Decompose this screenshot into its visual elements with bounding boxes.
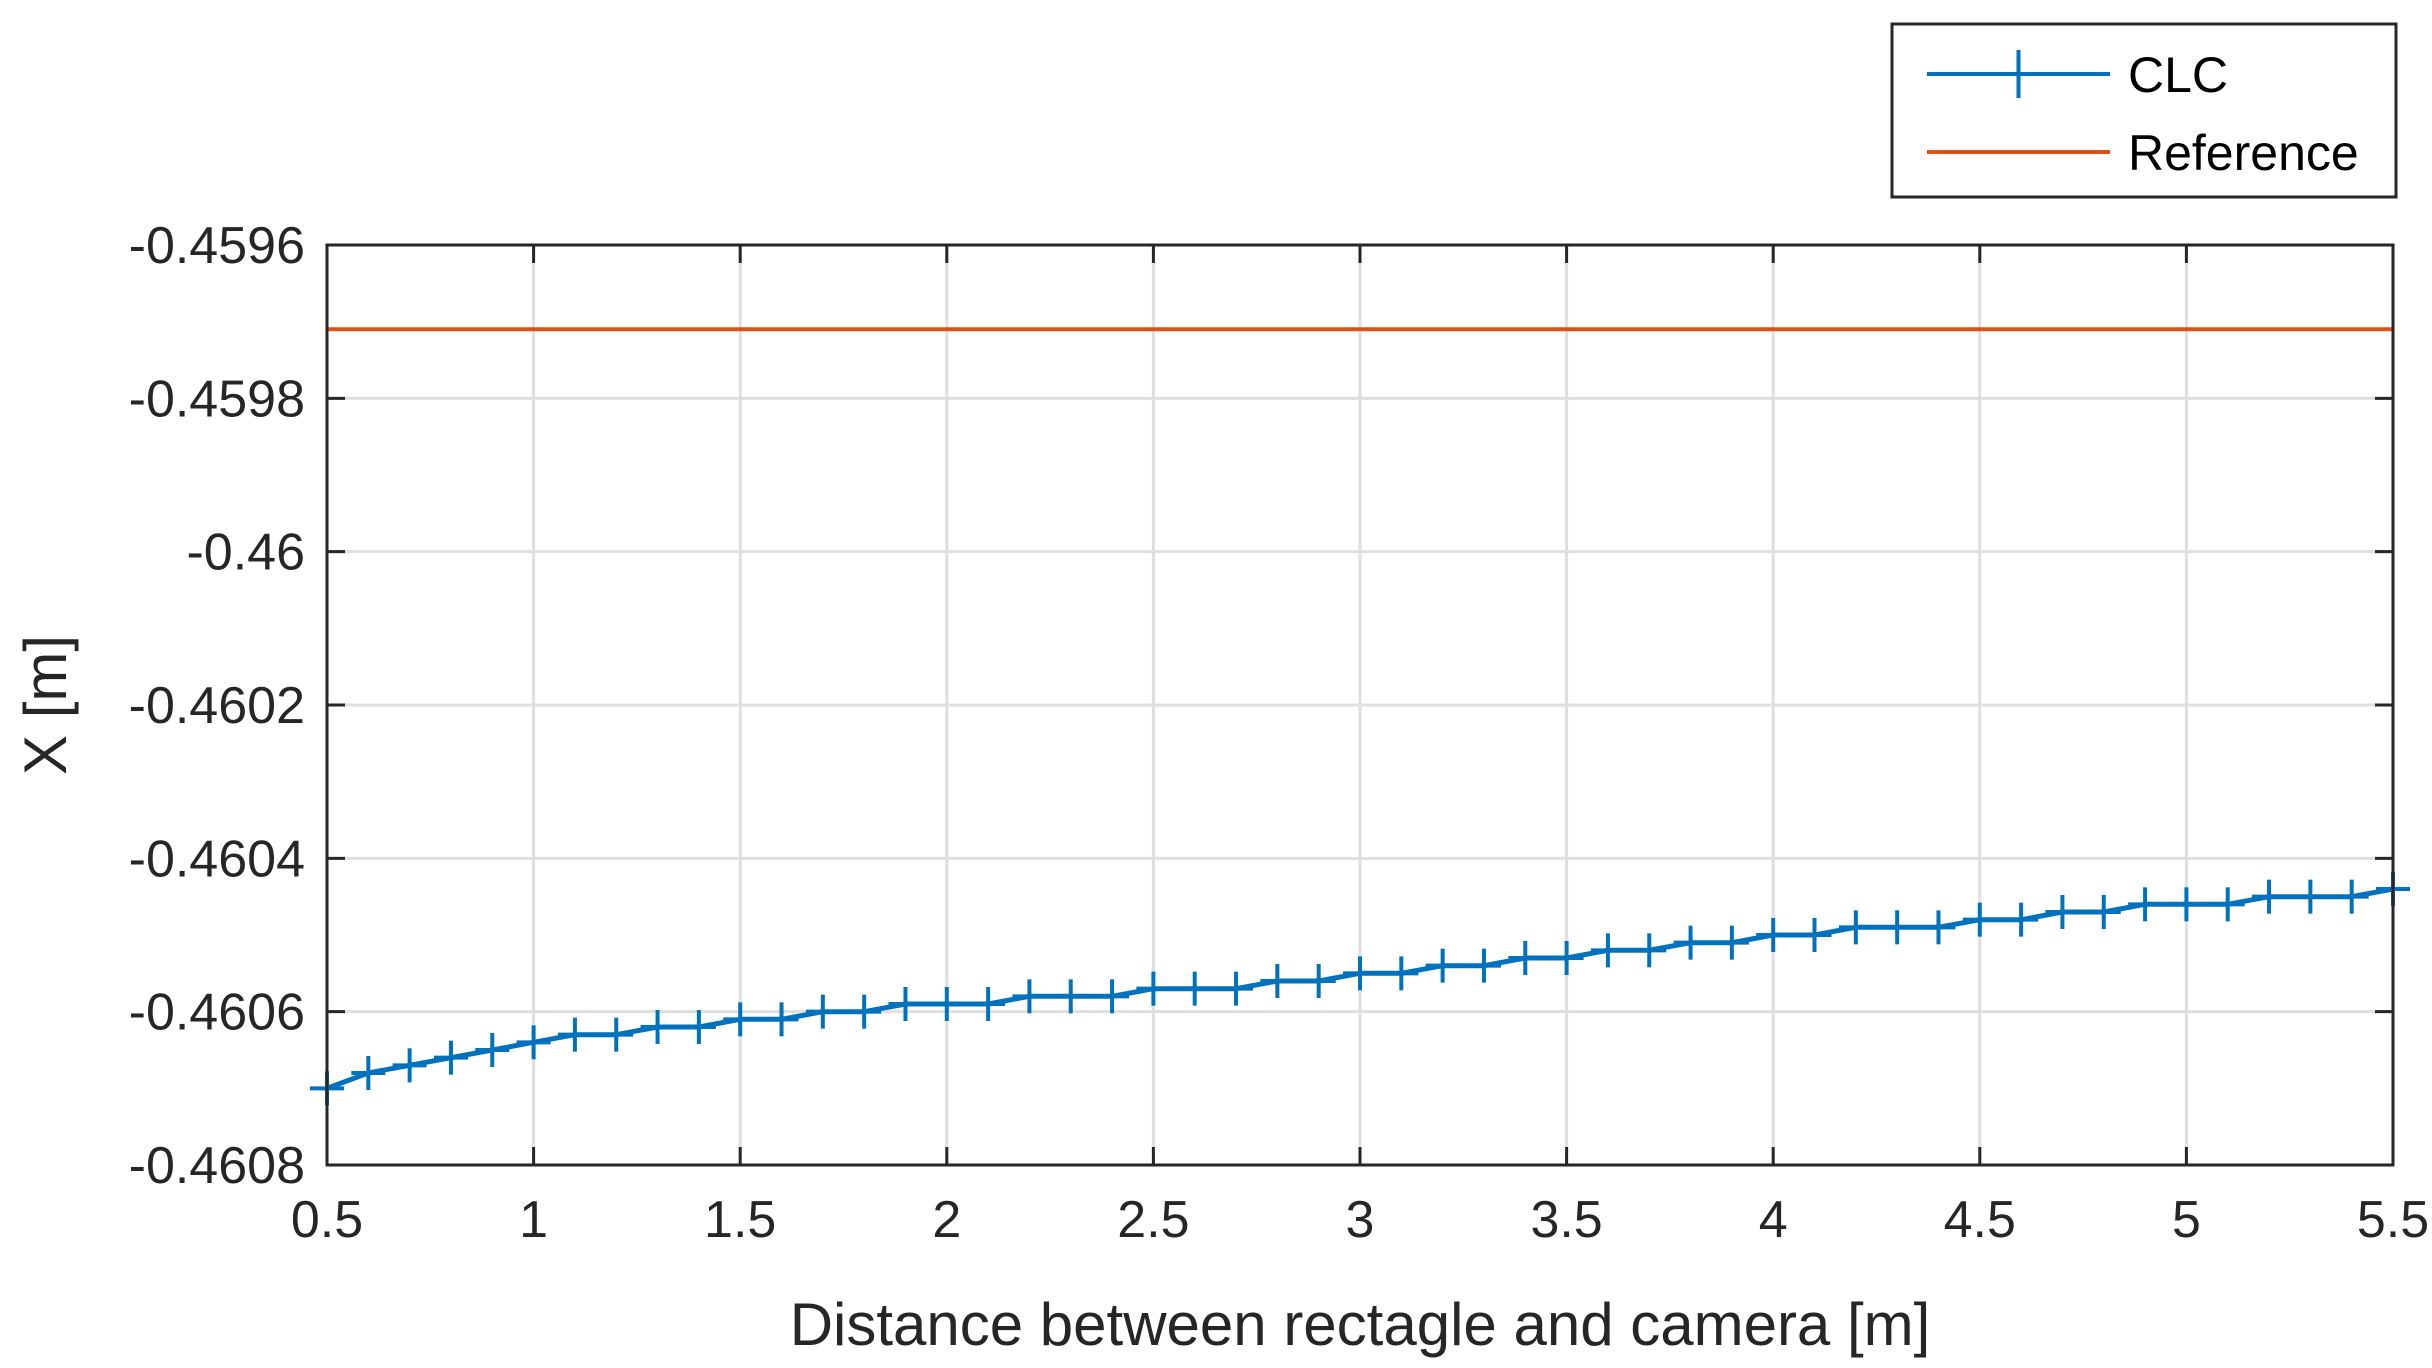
data-point-clc: [433, 1040, 468, 1075]
data-point-clc: [1012, 979, 1047, 1014]
data-point-clc: [351, 1056, 386, 1090]
y-tick-label: -0.4608: [129, 1137, 305, 1195]
data-point-clc: [805, 994, 840, 1029]
x-tick-label: 5: [2172, 1191, 2201, 1249]
data-point-clc: [2169, 887, 2204, 922]
data-point-clc: [1714, 925, 1749, 960]
data-point-clc: [2004, 902, 2039, 937]
x-tick-label: 1: [519, 1191, 548, 1249]
data-point-clc: [1797, 918, 1832, 952]
data-point-clc: [2086, 895, 2121, 929]
data-point-clc: [599, 1017, 634, 1052]
legend: CLC Reference: [1890, 22, 2398, 199]
data-point-clc: [640, 1010, 675, 1044]
x-axis-title: Distance between rectagle and camera [m]: [790, 1291, 1931, 1358]
data-point-clc: [1136, 971, 1171, 1006]
data-point-clc: [1260, 964, 1295, 998]
x-tick-label: 2.5: [1117, 1191, 1189, 1249]
data-point-clc: [1673, 925, 1708, 960]
y-tick-label: -0.4606: [129, 984, 305, 1042]
x-tick-label: 4.5: [1944, 1191, 2016, 1249]
y-tick-label: -0.4604: [129, 830, 305, 888]
y-tick-label: -0.4596: [129, 217, 305, 275]
data-point-clc: [1962, 902, 1997, 937]
data-point-clc: [1921, 910, 1956, 945]
y-tick-label: -0.4602: [129, 677, 305, 735]
tick-labels: 0.5 1 1.5 2 2.5 3 3.5 4 4.5 5 5.5 -0.4596 -0.4598 -0.…: [129, 217, 2430, 1249]
x-tick-label: 0.5: [291, 1191, 363, 1249]
data-point-clc: [2128, 887, 2163, 922]
data-point-clc: [516, 1025, 551, 1060]
data-point-clc: [971, 987, 1006, 1021]
data-point-clc: [1549, 941, 1584, 975]
data-point-clc: [2210, 887, 2245, 922]
data-point-clc: [681, 1010, 716, 1044]
x-tick-label: 4: [1759, 1191, 1788, 1249]
data-point-clc: [847, 994, 882, 1029]
data-point-clc: [1053, 979, 1088, 1014]
data-point-clc: [557, 1017, 592, 1052]
data-point-clc: [764, 1002, 799, 1037]
data-point-clc: [1177, 971, 1212, 1006]
plot-frame: [325, 243, 2395, 1167]
y-tick-label: -0.46: [186, 524, 305, 582]
data-point-clc: [1466, 948, 1501, 983]
x-tick-label: 3: [1346, 1191, 1375, 1249]
x-tick-label: 2: [932, 1191, 961, 1249]
data-point-clc: [2334, 879, 2369, 914]
data-point-clc: [2252, 879, 2287, 914]
x-tick-label: 5.5: [2357, 1191, 2429, 1249]
data-point-clc: [1384, 956, 1419, 991]
data-point-clc: [1590, 933, 1625, 968]
legend-label-clc: CLC: [2128, 47, 2228, 103]
data-point-clc: [475, 1033, 510, 1067]
data-point-clc: [1838, 910, 1873, 945]
data-point-clc: [1343, 956, 1377, 991]
data-point-clc: [723, 1002, 758, 1037]
x-tick-label: 1.5: [704, 1191, 776, 1249]
data-point-clc: [888, 987, 923, 1021]
series-layer: [310, 327, 2410, 1106]
data-point-clc: [1095, 979, 1130, 1014]
data-point-clc: [1425, 948, 1460, 983]
data-point-clc: [1219, 971, 1254, 1006]
data-point-clc: [2045, 895, 2080, 929]
data-point-clc: [1301, 964, 1336, 998]
x-tick-label: 3.5: [1530, 1191, 1602, 1249]
data-point-clc: [1756, 918, 1791, 952]
legend-label-reference: Reference: [2128, 125, 2359, 181]
y-tick-label: -0.4598: [129, 370, 305, 428]
data-point-clc: [1632, 933, 1667, 968]
data-point-clc: [1880, 910, 1915, 945]
data-point-clc: [392, 1048, 427, 1083]
legend-box: [1890, 22, 2398, 199]
y-axis-title: X [m]: [12, 635, 79, 775]
data-point-clc: [929, 987, 964, 1021]
data-point-clc: [1508, 941, 1543, 975]
data-point-clc: [2293, 879, 2328, 914]
